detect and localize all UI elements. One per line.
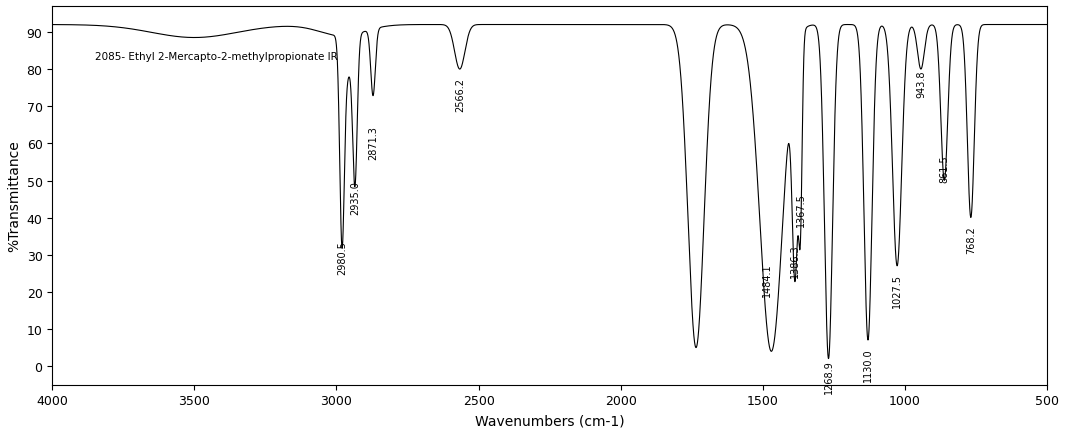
Text: 1386.3: 1386.3 xyxy=(790,244,801,278)
Text: 2980.5: 2980.5 xyxy=(337,240,348,274)
Text: 2566.2: 2566.2 xyxy=(455,77,465,111)
Text: 2085- Ethyl 2-Mercapto-2-methylpropionate IR: 2085- Ethyl 2-Mercapto-2-methylpropionat… xyxy=(95,51,338,61)
Y-axis label: %Transmittance: %Transmittance xyxy=(7,140,21,252)
Text: 1027.5: 1027.5 xyxy=(892,274,902,308)
Text: 943.8: 943.8 xyxy=(916,70,926,97)
Text: 2935.0: 2935.0 xyxy=(350,181,360,215)
Text: 2871.3: 2871.3 xyxy=(368,125,378,159)
Text: 1268.9: 1268.9 xyxy=(824,359,834,393)
Text: 1484.1: 1484.1 xyxy=(762,263,773,296)
Text: 1130.0: 1130.0 xyxy=(863,348,873,381)
Text: 768.2: 768.2 xyxy=(966,226,975,253)
Text: 861.5: 861.5 xyxy=(939,155,950,183)
X-axis label: Wavenumbers (cm-1): Wavenumbers (cm-1) xyxy=(474,413,625,427)
Text: 1367.5: 1367.5 xyxy=(795,192,806,226)
